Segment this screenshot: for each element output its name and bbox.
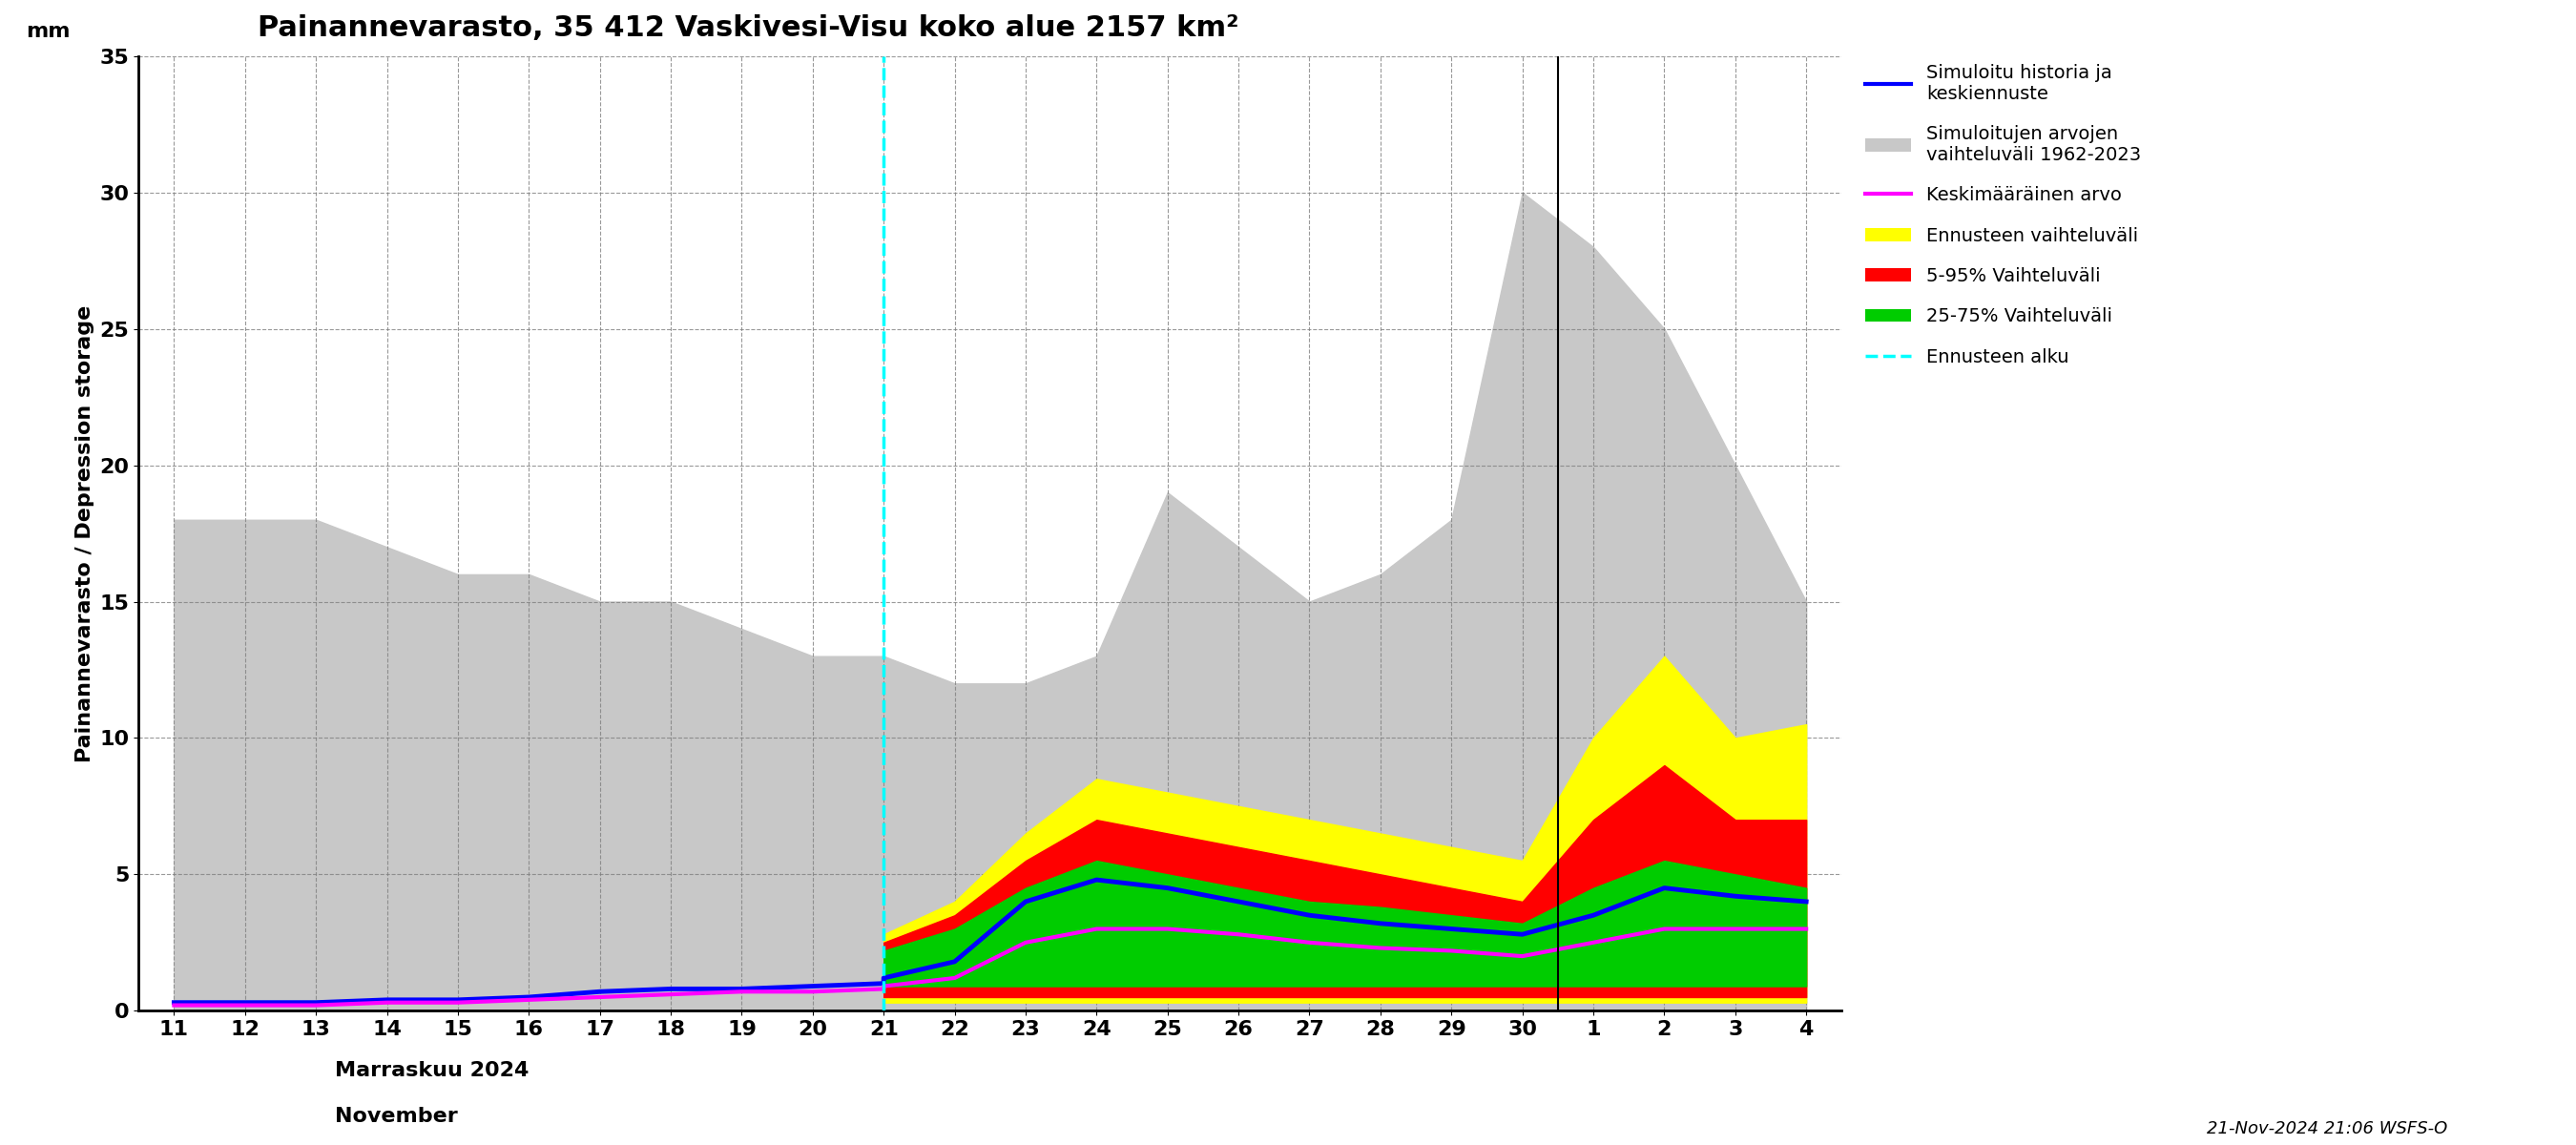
Text: Painannevarasto, 35 412 Vaskivesi-Visu koko alue 2157 km²: Painannevarasto, 35 412 Vaskivesi-Visu k… — [258, 14, 1239, 42]
Text: Marraskuu 2024: Marraskuu 2024 — [335, 1061, 528, 1080]
Text: November: November — [335, 1107, 459, 1126]
Text: mm: mm — [26, 22, 70, 41]
Legend: Simuloitu historia ja
keskiennuste, Simuloitujen arvojen
vaihteluväli 1962-2023,: Simuloitu historia ja keskiennuste, Simu… — [1857, 56, 2148, 373]
Text: 21-Nov-2024 21:06 WSFS-O: 21-Nov-2024 21:06 WSFS-O — [2208, 1120, 2447, 1137]
Y-axis label: Painannevarasto / Depression storage: Painannevarasto / Depression storage — [75, 305, 95, 763]
